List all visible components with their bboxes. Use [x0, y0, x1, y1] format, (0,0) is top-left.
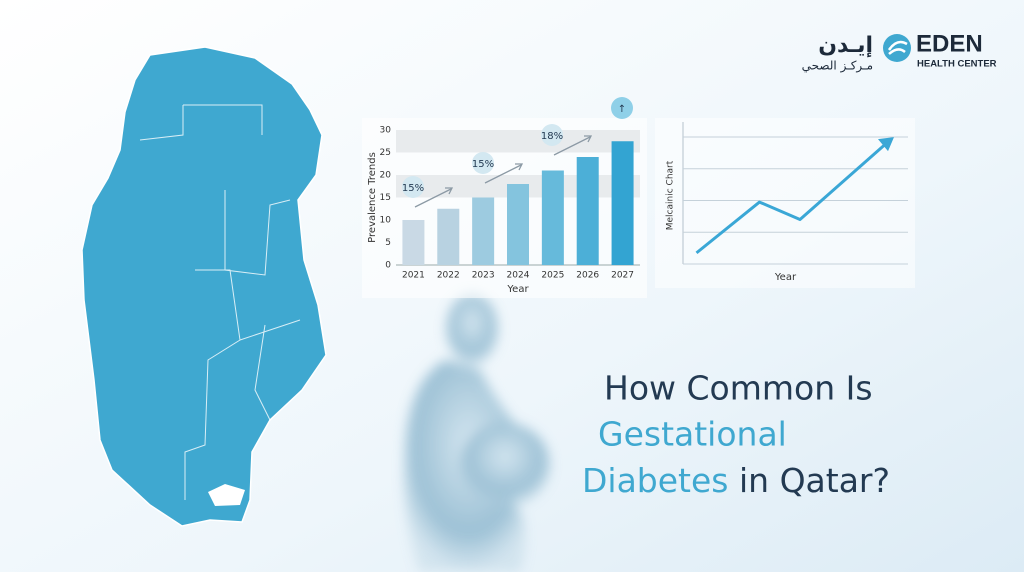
pregnant-silhouette [404, 294, 550, 572]
headline-rest: in Qatar? [739, 461, 890, 500]
annotation-badge [402, 176, 424, 198]
x-tick-label: 2024 [507, 271, 530, 281]
annotation: 18% [541, 131, 563, 142]
logo-subtitle: HEALTH CENTER [917, 59, 997, 70]
x-tick-label: 2023 [472, 271, 495, 281]
logo-arabic: إيـدن [818, 33, 873, 58]
headline-line: Diabetes in Qatar? [582, 461, 890, 500]
bar [437, 208, 460, 265]
x-tick-label: 2021 [402, 271, 425, 281]
bar [611, 141, 634, 265]
x-tick-label: 2025 [541, 271, 564, 281]
headline-highlight: Diabetes [582, 461, 729, 500]
logo-arabic-subtitle: مـركـز الصحي [802, 59, 873, 74]
bar [576, 157, 599, 265]
logo-icon [883, 34, 911, 62]
background-band [396, 130, 640, 153]
annotation: 15% [472, 159, 494, 170]
annotation: 15% [402, 183, 424, 194]
trend-line [695, 139, 891, 255]
trend-arrow [553, 136, 591, 156]
y-tick-label: 0 [385, 261, 391, 271]
logo-name: EDEN [916, 30, 983, 57]
x-tick-label: 2027 [611, 271, 634, 281]
headline-line: How Common Is [604, 369, 873, 408]
x-axis-label: Year [506, 284, 529, 295]
bar [507, 184, 529, 265]
arrow-head [878, 137, 894, 152]
y-tick-label: 15 [380, 193, 391, 203]
bar [402, 220, 425, 265]
x-tick-label: 2022 [437, 271, 460, 281]
headline-highlight: Gestational [598, 415, 787, 454]
trend-arrow-head [515, 163, 524, 171]
y-axis-label: Melcainic Chart [666, 160, 676, 230]
qatar-map [81, 46, 327, 527]
y-tick-label: 25 [380, 148, 391, 158]
y-tick-label: 20 [380, 171, 392, 181]
trend-arrow [484, 164, 522, 184]
trend-arrow-head [584, 135, 593, 143]
logo: إيـدن مـركـز الصحي EDEN HEALTH CENTER [802, 30, 997, 73]
x-axis-label: Year [774, 272, 797, 283]
annotation-badge [541, 124, 563, 146]
headline: How Common Is Gestational Diabetes in Qa… [582, 369, 890, 500]
bar [472, 197, 495, 265]
y-tick-label: 5 [385, 238, 391, 248]
trend-arrow-head [445, 187, 454, 195]
y-tick-label: 30 [380, 126, 392, 136]
y-tick-label: 10 [380, 216, 392, 226]
x-tick-label: 2026 [576, 271, 599, 281]
annotation-badge [611, 97, 633, 119]
line-chart-panel [655, 118, 915, 288]
annotation-badge [472, 152, 494, 174]
annotation: ↑ [618, 104, 626, 115]
trend-arrow [414, 188, 452, 208]
bar [541, 170, 564, 265]
y-axis-label: Prevalence Trends [367, 152, 378, 243]
